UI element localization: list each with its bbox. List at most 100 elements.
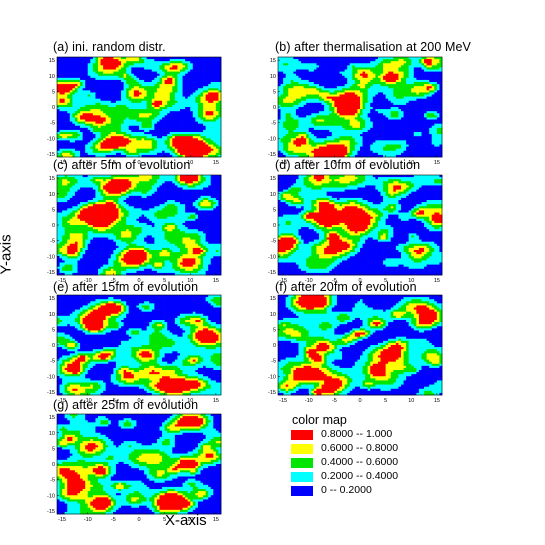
heatmap-cell [283, 148, 287, 152]
heatmap-cell [365, 119, 369, 122]
heatmap-cell [285, 67, 289, 70]
heatmap-cell [69, 65, 73, 68]
heatmap-cell [192, 61, 196, 64]
heatmap-cell [352, 77, 356, 81]
heatmap-cell [126, 109, 130, 112]
heatmap-cell [169, 84, 173, 87]
heatmap-cell [360, 63, 363, 66]
heatmap-cell [301, 90, 304, 93]
heatmap-cell [197, 107, 201, 110]
heatmap-cell [131, 71, 135, 75]
heatmap-cell [123, 59, 127, 62]
heatmap-cell [141, 119, 145, 122]
heatmap-cell [319, 129, 322, 133]
heatmap-cell [344, 57, 348, 60]
heatmap-cell [59, 113, 63, 116]
heatmap-cell [128, 132, 132, 135]
heatmap-cell [169, 107, 173, 110]
heatmap-cell [347, 113, 351, 116]
heatmap-cell [278, 100, 281, 104]
heatmap-cell [372, 127, 376, 131]
heatmap-cell [362, 134, 366, 137]
heatmap-cell [352, 142, 356, 145]
heatmap-cell [342, 148, 345, 152]
heatmap-cell [154, 63, 158, 66]
heatmap-cell [303, 100, 307, 104]
heatmap-cell [200, 121, 204, 125]
heatmap-cell [67, 75, 71, 79]
heatmap-cell [123, 82, 127, 85]
heatmap-cell [62, 123, 66, 127]
heatmap-cell [205, 152, 209, 156]
heatmap-cell [197, 132, 201, 135]
heatmap-cell [336, 111, 340, 114]
heatmap-cell [118, 140, 122, 143]
heatmap-cell [103, 144, 107, 147]
heatmap-cell [362, 121, 366, 125]
heatmap-cell [295, 134, 299, 137]
heatmap-cell [177, 67, 181, 70]
heatmap-cell [115, 140, 119, 143]
heatmap-cell [164, 115, 168, 118]
heatmap-cell [195, 59, 199, 62]
heatmap-cell [339, 140, 343, 143]
heatmap-cell [197, 73, 201, 77]
heatmap-cell [159, 63, 163, 66]
heatmap-cell [121, 67, 124, 70]
heatmap-cell [59, 152, 63, 156]
heatmap-cell [87, 138, 91, 141]
heatmap-cell [326, 67, 330, 70]
heatmap-cell [149, 71, 153, 75]
heatmap-cell [192, 90, 196, 93]
heatmap-cell [295, 86, 299, 89]
heatmap-cell [136, 123, 140, 127]
heatmap-cell [285, 148, 289, 152]
heatmap-cell [331, 121, 335, 125]
heatmap-cell [182, 57, 186, 60]
heatmap-cell [62, 96, 66, 100]
heatmap-cell [208, 146, 212, 150]
heatmap-cell [136, 148, 140, 152]
heatmap-cell [215, 61, 219, 64]
heatmap-cell [301, 113, 304, 116]
heatmap-cell [156, 136, 160, 139]
heatmap-cell [141, 59, 145, 62]
heatmap-cell [64, 121, 68, 125]
heatmap-cell [103, 154, 107, 158]
heatmap-cell [87, 96, 91, 100]
heatmap-cell [375, 129, 379, 133]
heatmap-cell [169, 71, 173, 75]
heatmap-cell [136, 84, 140, 87]
heatmap-cell [133, 67, 137, 70]
heatmap-cell [306, 79, 310, 83]
heatmap-cell [72, 152, 76, 156]
heatmap-cell [59, 82, 63, 85]
heatmap-cell [98, 150, 101, 154]
heatmap-cell [128, 121, 132, 125]
heatmap-cell [308, 113, 312, 116]
heatmap-cell [105, 125, 109, 129]
heatmap-cell [349, 63, 353, 66]
heatmap-cell [370, 57, 374, 60]
heatmap-cell [278, 98, 281, 102]
heatmap-cell [200, 102, 204, 106]
heatmap-cell [288, 104, 292, 108]
heatmap-cell [308, 138, 312, 141]
heatmap-cell [377, 69, 381, 72]
heatmap-cell [187, 138, 191, 141]
heatmap-cell [192, 134, 196, 137]
heatmap-cell [313, 65, 317, 68]
heatmap-cell [177, 77, 181, 81]
heatmap-cell [278, 138, 281, 141]
heatmap-cell [164, 132, 168, 135]
heatmap-cell [80, 123, 83, 127]
heatmap-cell [77, 119, 81, 122]
heatmap-cell [349, 144, 353, 147]
heatmap-cell [331, 61, 335, 64]
heatmap-cell [203, 123, 206, 127]
heatmap-cell [59, 90, 63, 93]
heatmap-cell [103, 75, 107, 79]
heatmap-cell [375, 90, 379, 93]
heatmap-cell [298, 92, 302, 95]
heatmap-cell [316, 71, 320, 75]
